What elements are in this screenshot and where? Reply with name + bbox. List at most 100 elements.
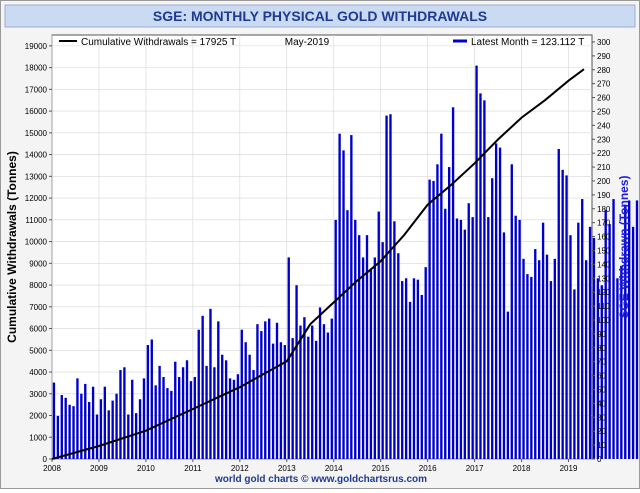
withdrawal-bar [404,278,408,459]
withdrawal-bar [115,393,118,459]
withdrawal-bar [322,324,326,459]
right-tick-label: 30 [597,413,606,422]
withdrawal-bar [557,148,560,460]
withdrawal-bar [56,415,60,459]
x-tick-label: 2008 [43,464,61,473]
withdrawal-bar [330,318,333,459]
right-tick-label: 60 [597,372,606,381]
withdrawal-bar [295,285,298,459]
plot-area [51,34,593,460]
withdrawal-bar [123,367,126,459]
withdrawal-bar [72,406,75,459]
withdrawal-bar [596,278,600,459]
withdrawal-bar [635,200,639,459]
title-banner [4,4,636,28]
right-tick-label: 170 [597,219,611,228]
withdrawal-bar [467,203,470,459]
withdrawal-bar [518,219,521,459]
right-tick-label: 130 [597,274,611,283]
withdrawal-bar [213,367,216,459]
withdrawal-bar [185,360,189,459]
withdrawal-bar [530,276,533,459]
withdrawal-bar [475,65,478,459]
withdrawal-bar [479,93,482,459]
withdrawal-bar [252,370,255,459]
left-tick-label: 3000 [29,390,47,399]
withdrawal-bar [510,164,513,460]
legend-bar-label: Latest Month = 123.112 T [471,37,584,48]
withdrawal-bar [103,386,106,459]
withdrawal-bar [440,133,443,459]
left-tick-label: 11000 [25,216,47,225]
withdrawal-bar [217,321,220,459]
withdrawal-bar [393,221,396,459]
withdrawal-bar [107,410,110,459]
withdrawal-bar [600,285,603,459]
withdrawal-bar [498,147,502,459]
left-tick-label: 1000 [29,433,47,442]
x-tick-label: 2013 [278,464,296,473]
withdrawal-bar [631,226,635,459]
withdrawal-bar [91,386,95,459]
right-tick-label: 240 [597,121,611,130]
left-tick-label: 8000 [29,281,47,290]
withdrawal-bar [209,308,212,459]
left-tick-label: 6000 [29,325,47,334]
withdrawal-bar [545,254,549,459]
withdrawal-bar [553,258,556,459]
withdrawal-bar [624,204,627,459]
footer-credit: world gold charts © www.goldchartsrus.co… [214,474,427,485]
withdrawal-bar [224,360,228,459]
withdrawal-bar [581,199,584,460]
withdrawal-bar [377,211,380,459]
withdrawal-bar [318,307,322,459]
withdrawal-bar [549,281,553,459]
left-tick-label: 13000 [25,172,48,181]
right-tick-label: 210 [597,163,611,172]
withdrawal-bar [283,345,286,459]
withdrawal-bar [358,235,361,459]
legend-line-label: Cumulative Withdrawals = 17925 T [81,37,236,48]
withdrawal-bar [561,169,564,459]
withdrawal-bar [448,167,451,459]
withdrawal-bar [244,342,247,459]
withdrawal-bar [494,143,498,459]
withdrawal-bar [279,342,283,459]
withdrawal-bar [541,222,545,459]
withdrawal-bar [84,383,87,459]
withdrawal-bar [80,393,83,459]
x-tick-label: 2018 [513,464,531,473]
withdrawal-bar [236,374,240,459]
right-tick-label: 20 [597,427,606,436]
withdrawal-bar [444,208,447,459]
withdrawal-bar [60,395,63,459]
withdrawal-bar [373,257,376,459]
withdrawal-bar [189,381,193,459]
right-tick-label: 40 [597,399,606,408]
withdrawal-bar [311,325,314,459]
withdrawal-bar [491,178,494,459]
right-tick-label: 90 [597,330,606,339]
withdrawal-bar [119,370,122,459]
withdrawal-bar [178,376,181,459]
bar-layer [52,65,640,460]
right-tick-label: 80 [597,344,606,353]
left-tick-label: 9000 [29,259,47,268]
withdrawal-bar [584,260,588,459]
withdrawal-bar [483,100,486,459]
withdrawal-bar [260,331,263,459]
right-tick-label: 200 [597,177,611,186]
withdrawal-bar [240,329,243,459]
right-axis-title: SGE Withdrawn (Tonnes) [617,175,631,318]
withdrawal-bar [354,219,357,459]
withdrawal-bar [197,329,200,459]
withdrawal-bar [369,269,373,459]
withdrawal-bar [573,289,576,459]
x-tick-label: 2017 [466,464,484,473]
withdrawal-bar [436,164,439,460]
withdrawal-bar [381,242,384,459]
withdrawal-bar [408,301,412,459]
withdrawal-bar [314,340,318,459]
withdrawal-bar [303,317,306,459]
